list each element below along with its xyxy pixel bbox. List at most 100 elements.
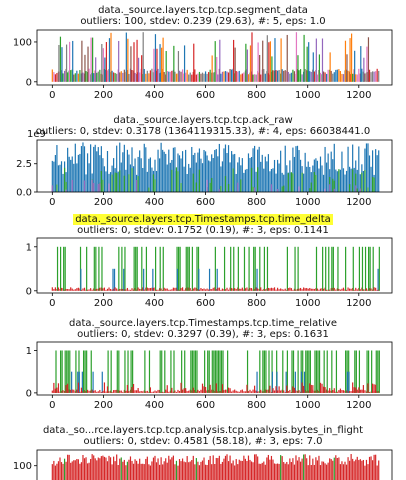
chart-4-bar: [286, 385, 288, 393]
chart-4-bar: [295, 390, 297, 393]
chart-3-bar: [185, 288, 187, 291]
chart-1-bar: [298, 70, 300, 82]
chart-2-bar: [200, 158, 202, 192]
chart-3-bar: [244, 288, 247, 291]
chart-1-bar: [263, 69, 265, 82]
chart-4-bar: [330, 390, 332, 393]
chart-4-bar: [169, 390, 171, 393]
chart-4-bar: [237, 391, 239, 393]
chart-2-bar: [197, 152, 199, 192]
chart-4-bar: [253, 385, 256, 393]
chart-3-bar: [286, 246, 288, 291]
chart-2-bar: [70, 159, 72, 192]
chart-2-bar: [270, 168, 273, 192]
chart-4-bar: [266, 389, 268, 393]
chart-2-bar: [226, 153, 228, 192]
chart-3-bar: [195, 287, 197, 291]
chart-5-bar: [306, 458, 308, 480]
chart-1-bar: [69, 41, 71, 82]
chart-5-bar: [326, 464, 328, 480]
chart-2-bar: [218, 143, 220, 192]
chart-4-bar: [158, 389, 161, 393]
chart-5-bar: [292, 458, 294, 480]
chart-3-bar: [157, 289, 159, 291]
chart-5-bar: [284, 463, 286, 480]
chart-1-bar: [212, 72, 214, 82]
chart-4-bar: [74, 391, 76, 393]
chart-2-bar: [63, 167, 66, 192]
chart-5-bar: [123, 459, 125, 480]
chart-2-bar: [299, 159, 302, 192]
chart-1-bar: [262, 40, 264, 82]
chart-3-bar: [339, 289, 342, 291]
chart-5-bar: [215, 457, 217, 480]
chart-3-bar: [337, 246, 339, 291]
chart-2-bar: [246, 168, 248, 192]
chart-5-bar: [295, 455, 297, 480]
chart-3-bar: [77, 287, 79, 291]
chart-4-bar: [142, 391, 144, 393]
chart-4-bar: [306, 350, 308, 393]
chart-3-bar: [275, 289, 277, 291]
chart-2-xtick-label: 200: [94, 197, 113, 208]
chart-5-ytick-label: 100: [13, 461, 32, 472]
chart-3-title: data._source.layers.tcp.Timestamps.tcp.t…: [73, 214, 333, 225]
chart-5-bar: [83, 458, 86, 480]
chart-5-bar: [103, 456, 106, 480]
chart-2-bar: [292, 173, 294, 192]
chart-4-bar: [275, 386, 277, 393]
chart-5-bar: [142, 463, 144, 480]
chart-4-bar: [200, 389, 202, 393]
chart-1-bar: [178, 70, 181, 82]
chart-2-bar: [339, 169, 342, 192]
chart-3-bar: [80, 268, 82, 291]
chart-2-bar: [359, 174, 361, 192]
chart-3-bar: [221, 288, 224, 291]
chart-5-bar: [177, 465, 179, 480]
chart-4-bar: [367, 383, 369, 393]
chart-5-bar: [183, 461, 185, 480]
chart-1-bar: [378, 70, 380, 82]
chart-1-bar: [290, 72, 292, 82]
chart-4-bar: [217, 391, 219, 393]
chart-2-bar: [165, 153, 167, 192]
chart-4-bar: [165, 389, 167, 393]
chart-1-bar: [54, 74, 56, 82]
chart-2-bar: [175, 167, 178, 192]
chart-2-bar: [243, 172, 245, 192]
chart-3-bar: [93, 246, 95, 291]
chart-3-bar: [114, 287, 116, 291]
chart-2-bar: [358, 146, 360, 192]
chart-2-bar: [273, 159, 276, 192]
chart-5-bar: [276, 463, 279, 480]
chart-2-bar: [235, 173, 237, 192]
chart-1-bar: [53, 72, 55, 82]
chart-1-bar: [289, 73, 291, 82]
chart-4-bar: [100, 391, 102, 393]
chart-1-bar: [306, 46, 308, 82]
chart-2-bar: [183, 166, 185, 192]
chart-1-bar: [326, 73, 328, 82]
chart-4-bar: [126, 384, 129, 393]
chart-3-bar: [338, 288, 340, 291]
chart-3-bar: [350, 288, 352, 291]
chart-2-bar: [378, 150, 380, 192]
chart-4-bar: [335, 350, 338, 393]
chart-2-bar: [154, 179, 156, 192]
chart-1-bar: [195, 74, 197, 82]
chart-2-bar: [336, 171, 338, 192]
chart-2-bar: [131, 168, 133, 192]
chart-1-bar: [189, 72, 191, 82]
chart-3-bar: [174, 287, 176, 291]
chart-2-bar: [350, 168, 352, 192]
chart-5-bar: [97, 457, 99, 480]
chart-2-bar: [57, 165, 60, 192]
chart-2-bar: [304, 152, 306, 192]
chart-5-bar: [321, 461, 323, 480]
chart-4-bar: [53, 382, 55, 393]
chart-5-bar: [122, 461, 124, 480]
chart-4-bar: [378, 391, 380, 393]
chart-3-bar: [246, 287, 248, 291]
chart-4-bar: [377, 350, 379, 393]
